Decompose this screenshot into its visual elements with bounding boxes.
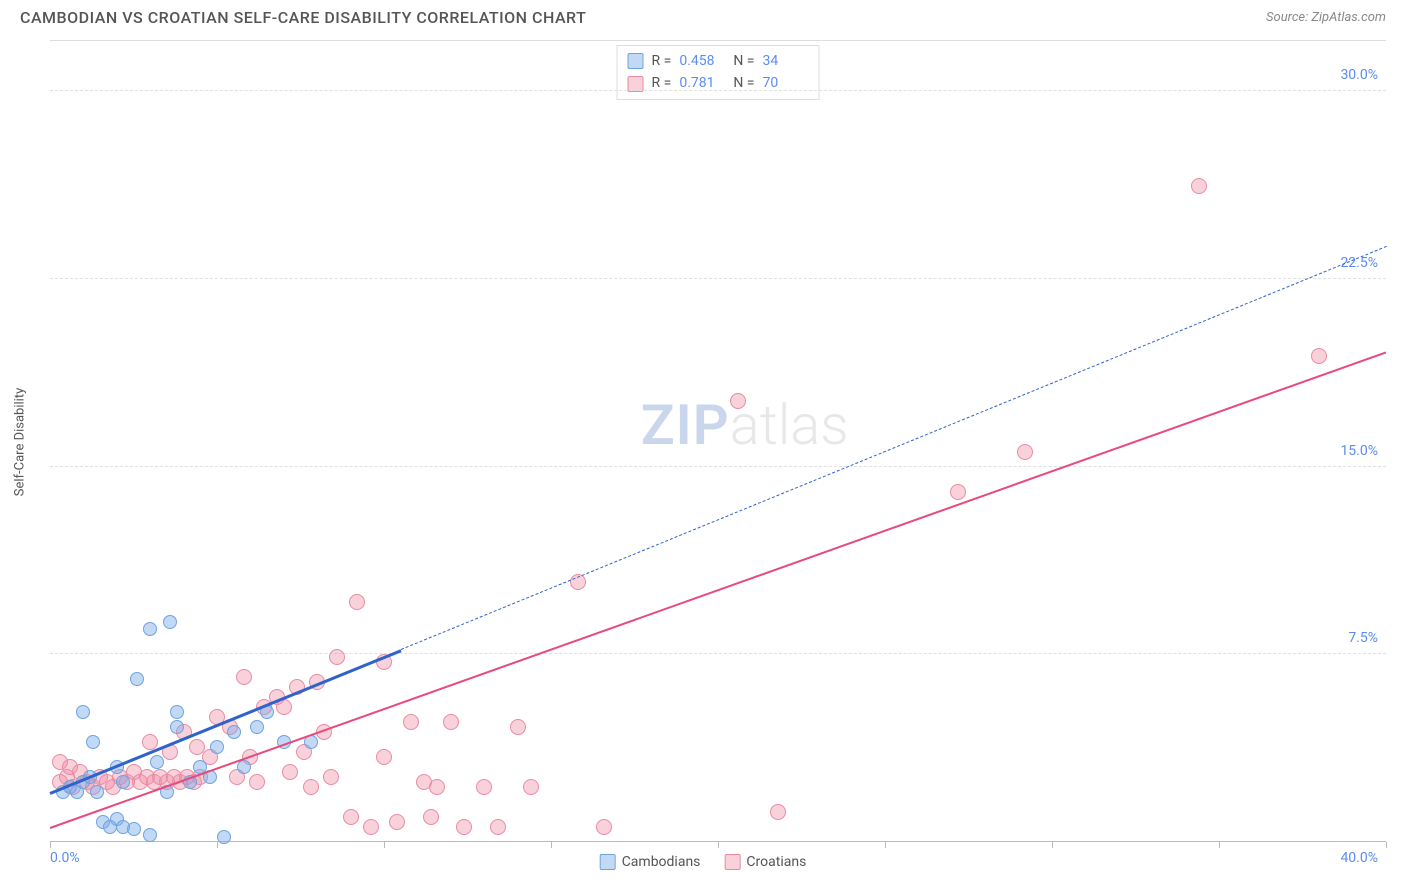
n-label: N = xyxy=(733,72,754,94)
data-point xyxy=(303,779,319,795)
data-point xyxy=(236,669,252,685)
chart-area: Self-Care Disability ZIPatlas R =0.458N … xyxy=(50,40,1386,842)
x-tick xyxy=(551,842,552,848)
x-tick xyxy=(885,842,886,848)
chart-title: CAMBODIAN VS CROATIAN SELF-CARE DISABILI… xyxy=(20,8,586,27)
y-tick-label: 30.0% xyxy=(1340,67,1378,83)
legend-item: Croatians xyxy=(724,854,806,870)
data-point xyxy=(227,725,241,739)
data-point xyxy=(363,819,379,835)
y-axis-label: Self-Care Disability xyxy=(13,387,28,495)
data-point xyxy=(323,769,339,785)
data-point xyxy=(76,705,90,719)
x-tick xyxy=(718,842,719,848)
data-point xyxy=(86,735,100,749)
legend-swatch xyxy=(724,854,740,870)
chart-header: CAMBODIAN VS CROATIAN SELF-CARE DISABILI… xyxy=(0,0,1406,31)
legend-label: Cambodians xyxy=(622,854,701,870)
stats-row: R = 0.781 N = 70 xyxy=(628,72,809,94)
data-point xyxy=(127,822,141,836)
gridline xyxy=(50,466,1386,467)
r-value: 0.781 xyxy=(679,72,725,94)
y-tick-label: 15.0% xyxy=(1340,443,1378,459)
x-axis xyxy=(50,841,1386,842)
n-value: 70 xyxy=(762,72,808,94)
trend-line xyxy=(50,351,1387,828)
data-point xyxy=(510,719,526,735)
x-tick xyxy=(217,842,218,848)
r-value: 0.458 xyxy=(679,50,725,72)
data-point xyxy=(403,714,419,730)
data-point xyxy=(116,775,130,789)
data-point xyxy=(217,830,231,844)
data-point xyxy=(730,393,746,409)
stats-legend-box: R = 0.458 N = 34 R = 0.781 N = 70 xyxy=(617,45,820,100)
data-point xyxy=(523,779,539,795)
data-point xyxy=(143,622,157,636)
r-label: R = xyxy=(652,72,672,94)
data-point xyxy=(456,819,472,835)
x-tick xyxy=(50,842,51,848)
data-point xyxy=(170,720,184,734)
data-point xyxy=(1017,444,1033,460)
data-point xyxy=(476,779,492,795)
legend-swatch xyxy=(628,53,644,69)
data-point xyxy=(950,484,966,500)
data-point xyxy=(343,809,359,825)
data-point xyxy=(329,649,345,665)
scatter-plot: ZIPatlas R =0.458N =34R =0.781N =70 7.5%… xyxy=(50,41,1386,842)
legend-swatch xyxy=(600,854,616,870)
data-point xyxy=(90,785,104,799)
gridline xyxy=(50,653,1386,654)
data-point xyxy=(443,714,459,730)
data-point xyxy=(62,759,78,775)
chart-source: Source: ZipAtlas.com xyxy=(1266,10,1386,25)
data-point xyxy=(143,828,157,842)
data-point xyxy=(490,819,506,835)
x-tick xyxy=(1052,842,1053,848)
bottom-legend: Cambodians Croatians xyxy=(600,854,807,870)
legend-label: Croatians xyxy=(746,854,806,870)
data-point xyxy=(1311,348,1327,364)
data-point xyxy=(349,594,365,610)
legend-item: Cambodians xyxy=(600,854,701,870)
data-point xyxy=(282,764,298,780)
data-point xyxy=(1191,178,1207,194)
data-point xyxy=(210,740,224,754)
trend-line xyxy=(400,246,1386,650)
data-point xyxy=(596,819,612,835)
data-point xyxy=(249,774,265,790)
r-label: R = xyxy=(652,50,672,72)
x-tick xyxy=(1386,842,1387,848)
x-tick xyxy=(1219,842,1220,848)
y-tick-label: 7.5% xyxy=(1348,630,1378,646)
data-point xyxy=(163,615,177,629)
x-max-label: 40.0% xyxy=(1340,850,1378,866)
data-point xyxy=(423,809,439,825)
data-point xyxy=(389,814,405,830)
data-point xyxy=(376,749,392,765)
x-min-label: 0.0% xyxy=(50,850,80,866)
data-point xyxy=(250,720,264,734)
n-label: N = xyxy=(733,50,754,72)
data-point xyxy=(237,760,251,774)
gridline xyxy=(50,90,1386,91)
x-tick xyxy=(384,842,385,848)
data-point xyxy=(429,779,445,795)
data-point xyxy=(170,705,184,719)
data-point xyxy=(130,672,144,686)
data-point xyxy=(770,804,786,820)
stats-row: R = 0.458 N = 34 xyxy=(628,50,809,72)
data-point xyxy=(150,755,164,769)
gridline xyxy=(50,278,1386,279)
n-value: 34 xyxy=(762,50,808,72)
